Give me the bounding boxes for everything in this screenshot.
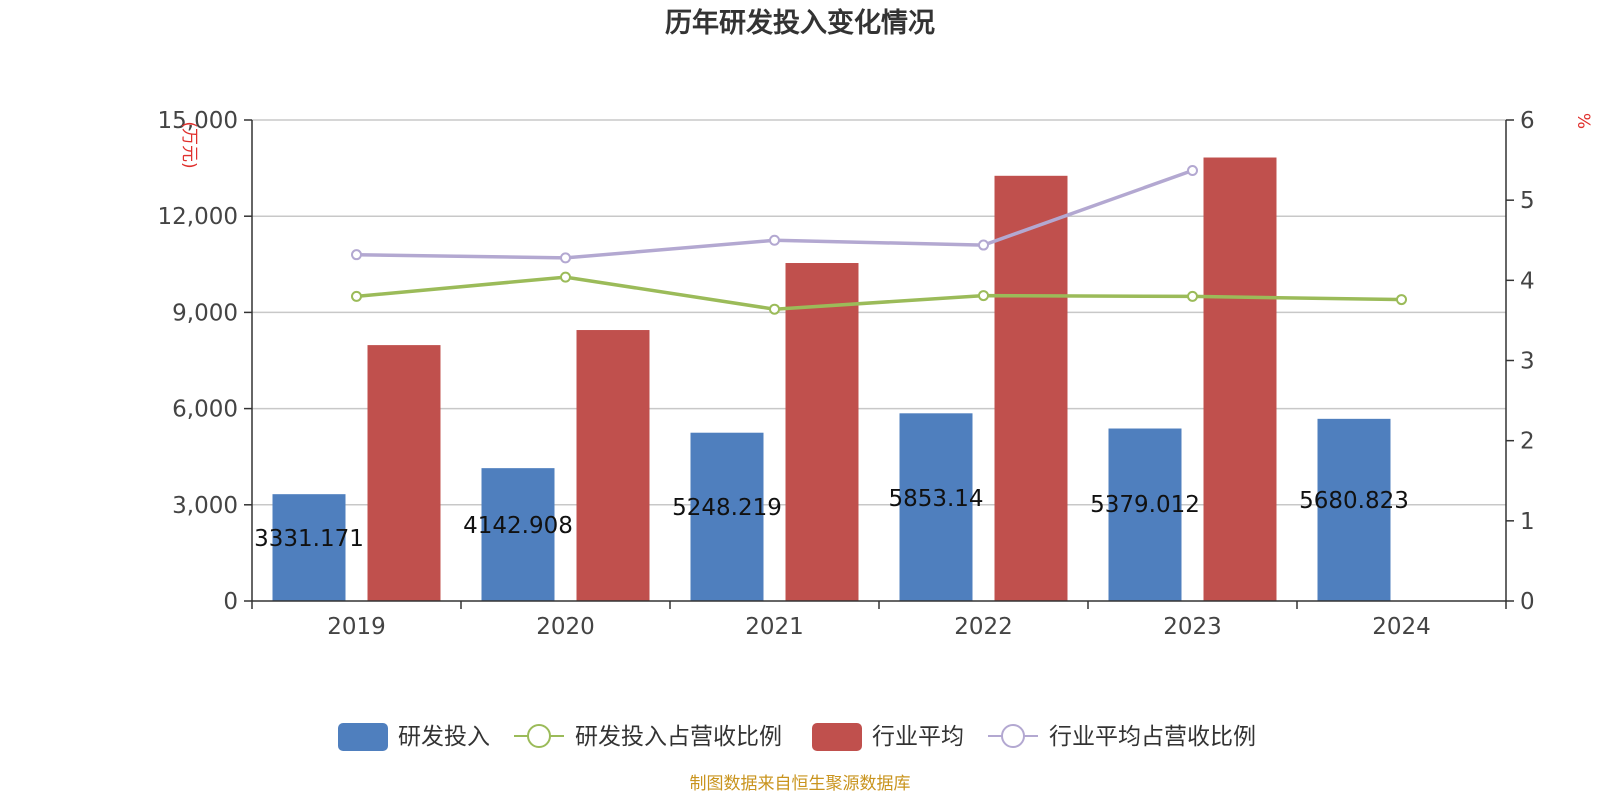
bar-rd-2024 — [1317, 418, 1391, 601]
right-axis-unit: % — [1573, 113, 1593, 129]
point-rd-ratio — [560, 271, 571, 283]
left-axis-tick-label: 9,000 — [172, 300, 238, 326]
bar-industry-2022 — [994, 175, 1068, 601]
x-axis-tick-label: 2020 — [536, 614, 595, 640]
chart-title: 历年研发投入变化情况 — [665, 7, 935, 39]
data-label: 5379.012 — [1090, 492, 1200, 518]
legend-item: 研发投入占营收比例 — [514, 724, 782, 750]
point-industry-ratio — [978, 239, 989, 251]
x-axis-tick-label: 2022 — [954, 614, 1013, 640]
line-rd-ratio — [356, 275, 1402, 311]
legend-item: 研发投入 — [338, 723, 490, 751]
point-rd-ratio — [769, 303, 780, 315]
legend-item: 行业平均占营收比例 — [988, 724, 1256, 750]
legend-item: 行业平均 — [812, 723, 964, 751]
legend-label: 行业平均占营收比例 — [1049, 724, 1256, 750]
left-axis-tick-label: 6,000 — [172, 397, 238, 423]
right-axis-tick-label: 2 — [1520, 429, 1535, 455]
right-axis-tick-label: 4 — [1520, 268, 1535, 294]
bar-industry-2020 — [576, 330, 650, 601]
point-industry-ratio — [769, 234, 780, 246]
x-axis-tick-label: 2023 — [1163, 614, 1222, 640]
source-note: 制图数据来自恒生聚源数据库 — [690, 774, 911, 794]
legend-label: 行业平均 — [872, 724, 964, 750]
left-axis-tick-label: 3,000 — [172, 493, 238, 519]
point-rd-ratio — [1187, 290, 1198, 302]
left-axis-tick-label: 15,000 — [158, 108, 238, 134]
legend-marker — [1001, 724, 1025, 748]
point-rd-ratio — [978, 290, 989, 302]
data-label: 5248.219 — [672, 495, 782, 521]
data-label: 3331.171 — [254, 526, 364, 552]
data-label: 5853.14 — [888, 486, 983, 512]
bar-rd-2023 — [1108, 428, 1182, 601]
point-industry-ratio — [560, 252, 571, 264]
legend-label: 研发投入占营收比例 — [575, 724, 782, 750]
point-rd-ratio — [351, 290, 362, 302]
bar-industry-2019 — [367, 345, 441, 601]
legend-marker — [527, 724, 551, 748]
x-axis-tick-label: 2021 — [745, 614, 804, 640]
bar-rd-2020 — [481, 468, 555, 601]
point-industry-ratio — [1187, 165, 1198, 177]
x-axis-tick-label: 2024 — [1372, 614, 1431, 640]
legend-swatch — [812, 723, 862, 751]
left-axis-unit: (万元) — [179, 121, 199, 168]
right-axis-tick-label: 5 — [1520, 188, 1535, 214]
bars — [272, 157, 1391, 601]
bar-rd-2021 — [690, 432, 764, 601]
grid-lines — [252, 119, 1506, 506]
legend-swatch — [338, 723, 388, 751]
axes: 0 3,000 6,000 9,000 12,000 15,000 0 1 2 3 4 5 6 2019 2… — [158, 108, 1535, 640]
lines — [351, 165, 1407, 315]
right-axis-tick-label: 0 — [1520, 589, 1535, 615]
x-axis-tick-label: 2019 — [327, 614, 386, 640]
bar-rd-2019 — [272, 494, 346, 601]
data-label: 5680.823 — [1299, 488, 1409, 514]
legend: 研发投入 研发投入占营收比例 行业平均 行业平均占营收比例 — [338, 723, 1256, 751]
right-axis-tick-label: 3 — [1520, 349, 1535, 375]
point-industry-ratio — [351, 249, 362, 261]
point-rd-ratio — [1396, 294, 1407, 306]
left-axis-tick-label: 12,000 — [158, 204, 238, 230]
legend-label: 研发投入 — [398, 724, 490, 750]
bar-rd-2022 — [899, 413, 973, 601]
data-label: 4142.908 — [463, 513, 573, 539]
right-axis-tick-label: 6 — [1520, 108, 1535, 134]
bar-industry-2023 — [1203, 157, 1277, 601]
data-labels: 3331.171 4142.908 5248.219 5853.14 5379.012 5… — [254, 486, 1409, 552]
right-axis-tick-label: 1 — [1520, 509, 1535, 535]
left-axis-tick-label: 0 — [223, 589, 238, 615]
bar-industry-2021 — [785, 263, 859, 601]
